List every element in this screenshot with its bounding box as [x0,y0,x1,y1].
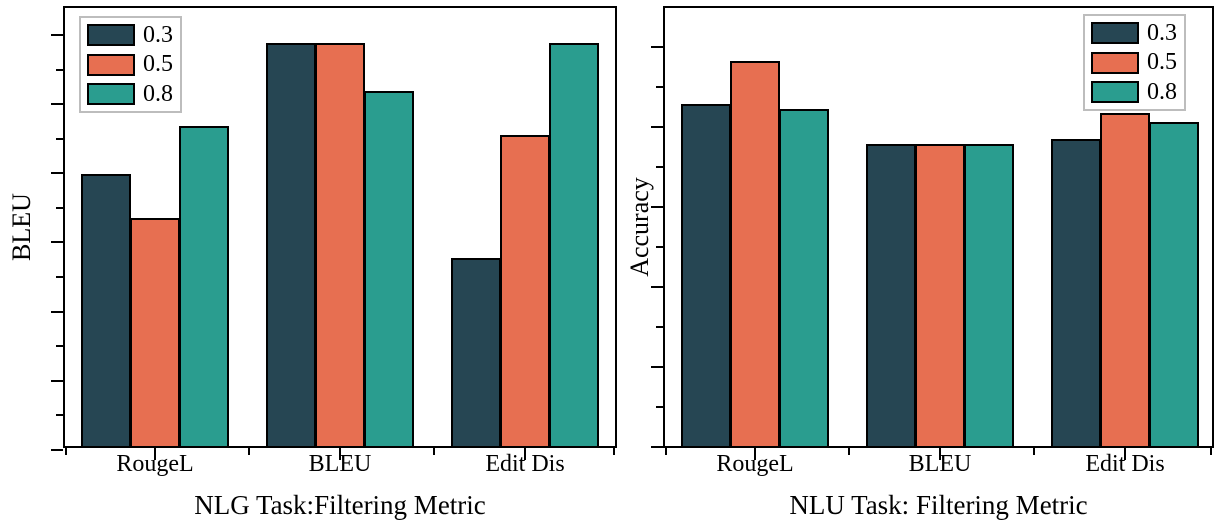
nlu-y-major-tick [651,446,663,448]
nlg-group-edit-dis [451,43,599,446]
nlg-legend-label: 0.5 [143,51,173,78]
nlu-legend-swatch-0-8 [1091,80,1139,103]
nlu-y-axis-label: Accuracy [625,177,654,277]
nlg-group-rougel [81,126,229,446]
nlu-x-minor-tick [1033,448,1035,455]
nlg-y-minor-tick [56,276,63,278]
nlg-y-minor-tick [56,414,63,416]
nlg-y-major-tick [51,103,63,105]
nlg-legend-label: 0.8 [143,80,173,107]
nlu-category-label-rougel: RougeL [716,451,794,477]
nlg-category-label-bleu: BLEU [308,451,372,477]
nlg-legend-label: 0.3 [143,22,173,48]
nlg-y-major-tick [51,311,63,313]
nlg-bar-0-8-rougel [179,126,229,446]
nlg-x-major-tick [154,448,156,460]
nlu-bar-0-8-edit-dis [1149,122,1199,446]
nlu-group-rougel [681,61,829,446]
nlg-y-minor-tick [56,138,63,140]
nlu-plot-area: 0.3 0.5 0.8 [651,6,1214,460]
nlu-legend-row-0-3: 0.3 [1091,20,1177,46]
nlg-category-label-edit-dis: Edit Dis [485,451,565,477]
nlg-bar-0-5-bleu [315,43,365,446]
nlu-x-major-tick [754,448,756,460]
nlg-x-major-tick [339,448,341,460]
nlu-x-major-tick [939,448,941,460]
nlu-y-minor-tick [656,166,663,168]
nlg-y-major-tick [51,34,63,36]
nlu-legend: 0.3 0.5 0.8 [1083,14,1186,112]
nlu-y-major-tick [651,366,663,368]
nlg-x-minor-tick [613,448,615,455]
nlu-legend-label: 0.5 [1147,49,1177,76]
nlu-legend-row-0-5: 0.5 [1091,49,1177,75]
nlu-bar-0-8-rougel [779,109,829,446]
nlg-legend: 0.3 0.5 0.8 [79,16,182,114]
nlu-category-label-edit-dis: Edit Dis [1085,451,1165,477]
nlu-y-major-tick [651,126,663,128]
nlg-x-major-tick [524,448,526,460]
nlu-bar-0-5-edit-dis [1100,113,1150,446]
nlg-bar-0-5-rougel [130,218,180,446]
nlg-legend-row-0-3: 0.3 [87,22,173,48]
nlg-legend-row-0-8: 0.8 [87,81,173,107]
nlg-plot-area: 0.3 0.5 0.8 [51,6,617,460]
nlu-y-minor-tick [656,326,663,328]
nlu-y-minor-tick [656,86,663,88]
nlu-x-minor-tick [848,448,850,455]
nlu-bar-0-3-bleu [866,144,916,446]
nlg-x-minor-tick [248,448,250,455]
nlg-bar-0-3-edit-dis [451,258,501,446]
nlu-bar-0-8-bleu [964,144,1014,446]
nlu-bar-0-3-rougel [681,104,731,446]
nlg-bar-0-3-bleu [266,43,316,446]
nlu-y-major-tick [651,46,663,48]
nlg-bar-0-5-edit-dis [500,135,550,446]
nlg-legend-row-0-5: 0.5 [87,51,173,77]
nlu-legend-swatch-0-3 [1091,22,1139,45]
nlu-legend-swatch-0-5 [1091,51,1139,74]
nlg-y-major-tick [51,241,63,243]
nlu-x-minor-tick [665,448,667,455]
nlg-bar-0-3-rougel [81,174,131,446]
nlu-group-edit-dis [1051,113,1199,446]
nlg-group-bleu [266,43,414,446]
nlg-y-minor-tick [56,207,63,209]
nlg-x-minor-tick [433,448,435,455]
nlu-group-bleu [866,144,1014,446]
nlg-title: NLG Task:Filtering Metric [194,490,486,520]
nlg-y-minor-tick [56,69,63,71]
nlu-legend-label: 0.3 [1147,20,1177,46]
nlg-x-minor-tick [65,448,67,455]
nlu-y-major-tick [651,286,663,288]
nlg-y-major-tick [51,380,63,382]
nlg-y-major-tick [51,172,63,174]
nlu-y-major-tick [651,206,663,208]
nlg-bar-0-8-bleu [364,91,414,446]
nlg-category-label-rougel: RougeL [116,451,194,477]
nlu-bar-0-5-rougel [730,61,780,446]
nlu-legend-label: 0.8 [1147,78,1177,105]
nlu-x-major-tick [1124,448,1126,460]
nlu-x-minor-tick [1210,448,1212,455]
nlg-y-minor-tick [56,345,63,347]
nlg-legend-swatch-0-3 [87,24,135,47]
nlg-legend-swatch-0-5 [87,53,135,76]
nlu-legend-row-0-8: 0.8 [1091,79,1177,105]
nlg-y-axis-label: BLEU [7,193,36,261]
nlu-category-label-bleu: BLEU [908,451,972,477]
nlu-bar-0-5-bleu [915,144,965,446]
nlu-bar-0-3-edit-dis [1051,139,1101,446]
nlu-y-minor-tick [656,406,663,408]
nlu-y-minor-tick [656,246,663,248]
nlg-bar-0-8-edit-dis [549,43,599,446]
nlg-y-major-tick [51,449,63,451]
nlg-legend-swatch-0-8 [87,82,135,105]
nlu-title: NLU Task: Filtering Metric [789,490,1088,520]
